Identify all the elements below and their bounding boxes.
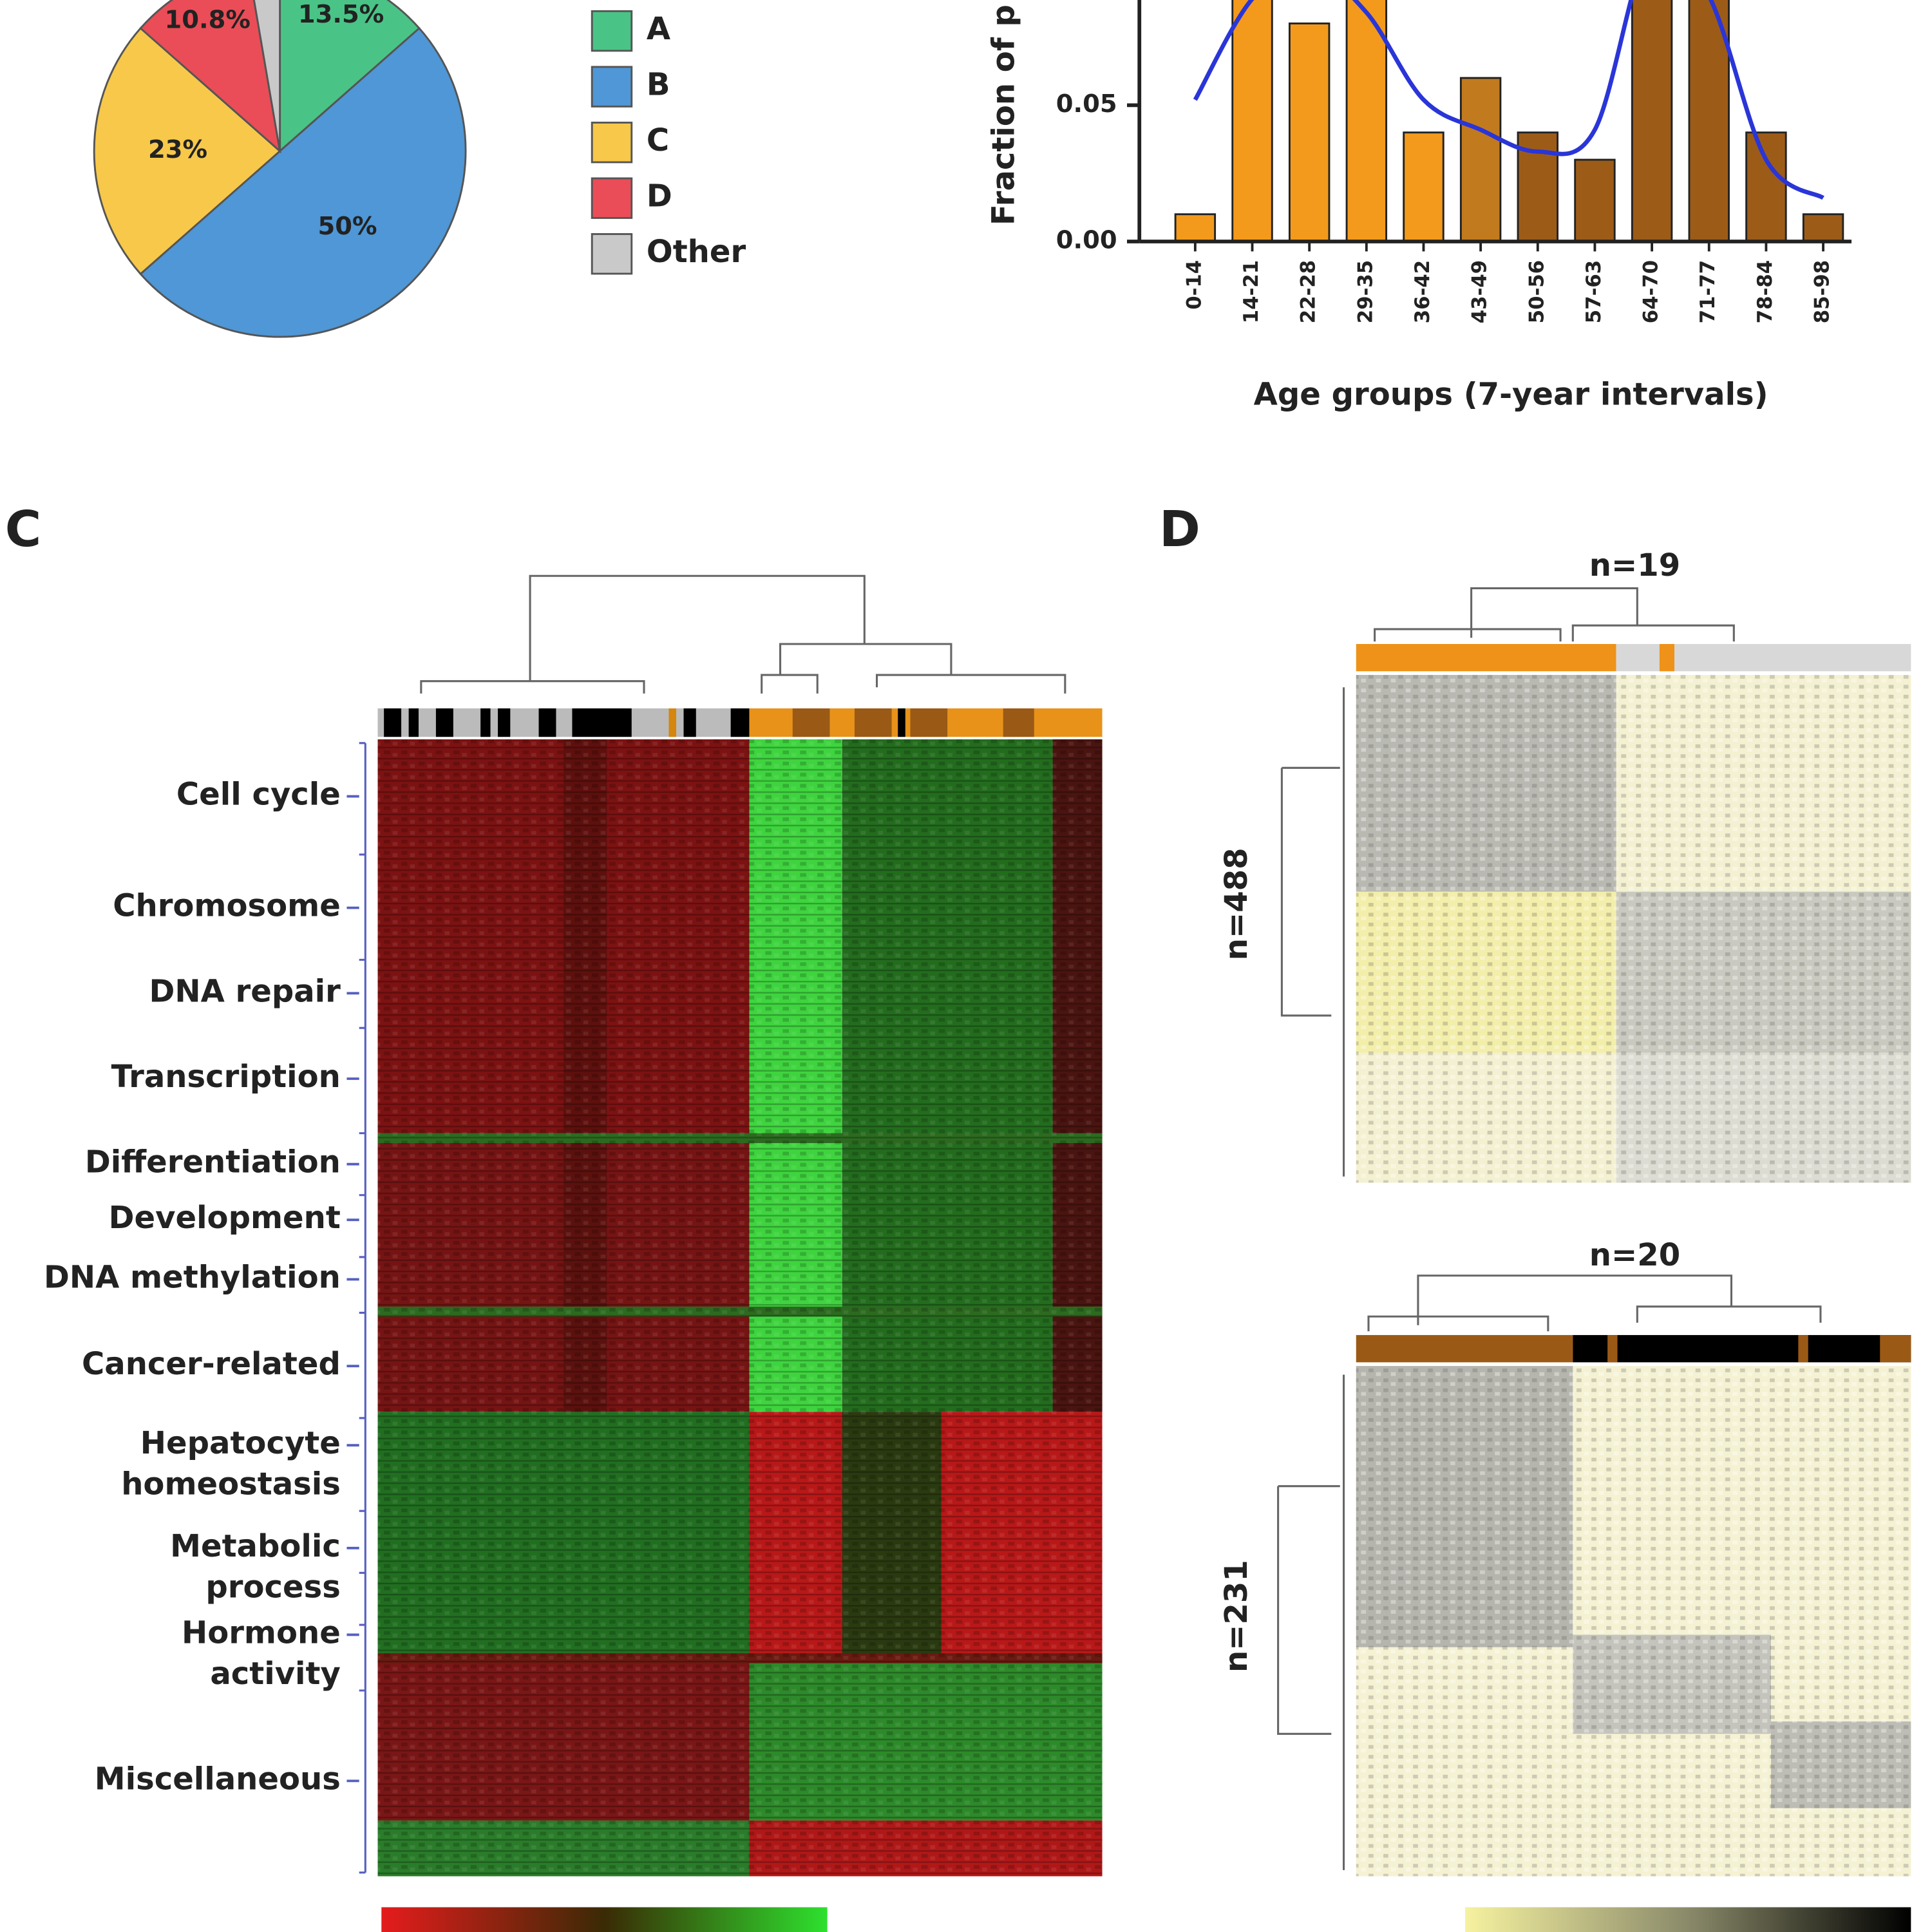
bar (1288, 22, 1331, 243)
sample-strip-c (377, 708, 1103, 737)
x-tick-label: 71-77 (1696, 260, 1719, 323)
slice-label: 50% (318, 212, 377, 241)
heatmap-rows-label: n=231 (1218, 1560, 1255, 1672)
x-tick-label: 14-21 (1240, 260, 1263, 323)
x-tick-label: 64-70 (1640, 260, 1663, 323)
slice-label: 23% (148, 135, 207, 164)
row-label: Miscellaneous (95, 1761, 341, 1797)
row-label: activity (210, 1656, 340, 1692)
y-tick-label: 0.00 (1056, 226, 1117, 255)
row-label: Cell cycle (176, 777, 341, 813)
pie-slice (252, 0, 281, 151)
row-label: Chromosome (113, 888, 341, 924)
row-label: homeostasis (121, 1466, 341, 1502)
row-label: Metabolic (170, 1528, 341, 1564)
row-label: DNA repair (149, 973, 341, 1009)
row-label: Transcription (111, 1059, 341, 1095)
bar (1174, 213, 1217, 243)
dendrogram-c (359, 574, 1066, 1874)
legend-swatch (591, 177, 633, 219)
bar (1802, 213, 1844, 243)
pie-slice (93, 26, 281, 276)
legend-swatch (591, 10, 633, 52)
x-tick-label: 36-42 (1411, 260, 1434, 323)
row-label: Cancer-related (82, 1346, 341, 1382)
bar (1231, 0, 1273, 243)
legend-label: Other (647, 234, 746, 270)
colorbar-c (381, 1907, 828, 1932)
heatmap-rows-label: n=488 (1218, 848, 1255, 960)
pie-slice (139, 0, 281, 154)
row-label: Hormone (182, 1615, 341, 1651)
x-axis-label: Age groups (7-year intervals) (1254, 376, 1768, 412)
legend-label: C (647, 122, 669, 158)
legend-swatch (591, 121, 633, 164)
row-label: Development (109, 1200, 341, 1236)
x-tick-label: 43-49 (1468, 260, 1492, 323)
pie-slice (139, 26, 467, 338)
x-tick-label: 29-35 (1354, 260, 1377, 323)
row-label: Differentiation (85, 1144, 341, 1180)
slice-label: 10.8% (164, 6, 250, 35)
legend-swatch (591, 66, 633, 108)
pie-slice (279, 0, 421, 153)
legend-label: A (647, 11, 670, 47)
bar (1574, 158, 1616, 243)
x-tick-label: 57-63 (1582, 260, 1605, 323)
x-tick-label: 22-28 (1297, 260, 1320, 323)
heatmap-title: n=20 (1589, 1237, 1680, 1273)
bar (1345, 0, 1388, 243)
fit-curve (1193, 0, 1824, 200)
heatmap-title: n=19 (1589, 547, 1680, 583)
heatmap-d-top (1280, 587, 1911, 1183)
bar-plot (1174, 0, 1844, 243)
x-tick-label: 50-56 (1525, 260, 1548, 323)
panel-letter: D (1159, 501, 1200, 558)
slice-label: 13.5% (298, 0, 384, 29)
heatmap-d-bottom (1277, 1274, 1911, 1877)
row-label: Hepatocyte (140, 1425, 341, 1461)
y-axis-label: Fraction of p (986, 5, 1022, 225)
bar (1459, 77, 1502, 243)
legend-label: B (647, 67, 670, 103)
heatmap-c (377, 739, 1103, 1877)
y-tick-label: 0.05 (1056, 90, 1117, 118)
x-tick-label: 85-98 (1811, 260, 1834, 323)
legend-swatch (591, 233, 633, 275)
legend-label: D (647, 178, 672, 214)
bar (1403, 131, 1444, 243)
x-tick-label: 0-14 (1182, 260, 1206, 310)
panel-letter: C (5, 501, 41, 558)
bar (1745, 131, 1787, 243)
bar (1631, 0, 1673, 243)
colorbar-d (1465, 1907, 1911, 1932)
x-tick-label: 78-84 (1754, 260, 1777, 323)
row-label: DNA methylation (44, 1260, 341, 1296)
row-label: process (205, 1569, 340, 1605)
